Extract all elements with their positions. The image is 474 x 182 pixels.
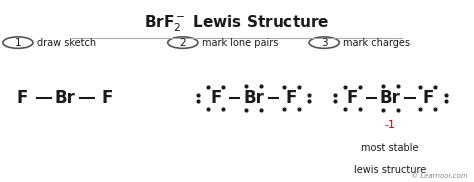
Text: © Learnool.com: © Learnool.com [411, 173, 468, 179]
Text: most stable: most stable [361, 143, 419, 153]
Text: Br: Br [243, 89, 264, 107]
Text: F: F [17, 89, 28, 107]
Text: F: F [102, 89, 113, 107]
Text: 3: 3 [321, 38, 328, 48]
Text: draw sketch: draw sketch [36, 38, 96, 48]
Text: mark charges: mark charges [343, 38, 410, 48]
Text: mark lone pairs: mark lone pairs [201, 38, 278, 48]
Text: BrF$_2^-$ Lewis Structure: BrF$_2^-$ Lewis Structure [145, 14, 329, 34]
Text: 2: 2 [180, 38, 186, 48]
Text: F: F [422, 89, 434, 107]
Text: F: F [285, 89, 297, 107]
Text: Br: Br [380, 89, 401, 107]
Text: lewis structure: lewis structure [354, 165, 426, 175]
Text: 1: 1 [15, 38, 21, 48]
Text: F: F [347, 89, 358, 107]
Text: F: F [210, 89, 221, 107]
Text: -1: -1 [384, 120, 396, 130]
Text: Br: Br [55, 89, 75, 107]
